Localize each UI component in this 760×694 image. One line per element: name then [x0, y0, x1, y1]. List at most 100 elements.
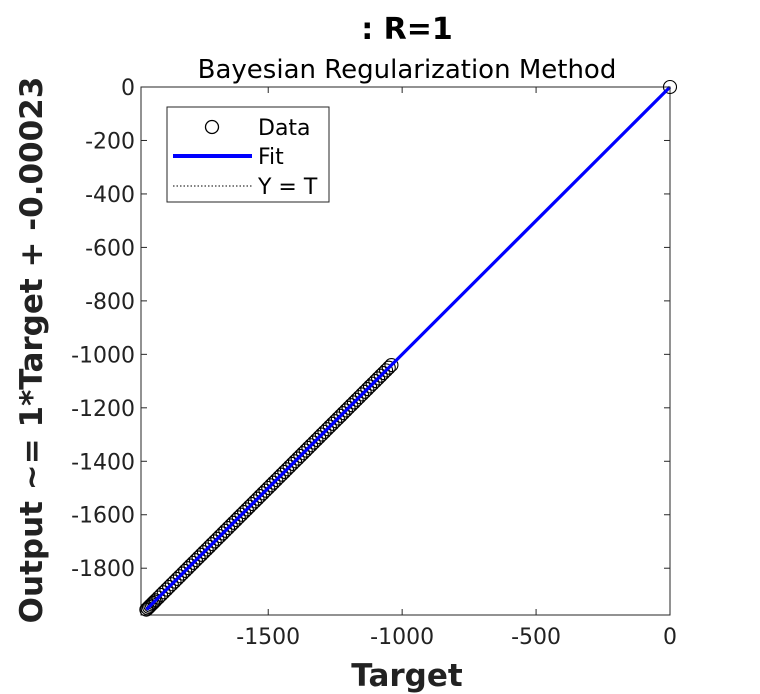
data-point [183, 558, 198, 573]
data-point [178, 563, 193, 578]
chart-title: : R=1 [361, 12, 453, 47]
data-point [384, 357, 399, 373]
data-point [293, 448, 308, 463]
data-point [317, 424, 332, 439]
data-point [186, 555, 201, 570]
data-point [312, 430, 327, 445]
data-point [360, 382, 375, 397]
data-point [290, 451, 305, 466]
data-point [215, 526, 230, 541]
data-point [295, 446, 311, 461]
plot-area: -1500 -1000 -500 0 0 -200 -400 -600 -800 -1000 -12… [71, 76, 678, 650]
y-tick-label: -600 [85, 236, 135, 261]
data-point [250, 491, 265, 506]
data-point [156, 585, 171, 600]
data-point [325, 416, 340, 431]
data-point [180, 561, 195, 576]
data-point [287, 454, 303, 469]
data-point [172, 569, 187, 584]
data-point [370, 371, 386, 386]
data-point [381, 360, 396, 375]
chart-subtitle: Bayesian Regularization Method [198, 55, 617, 85]
data-point [338, 403, 353, 418]
data-point [322, 419, 337, 434]
data-point [304, 438, 319, 453]
data-point [237, 505, 252, 520]
data-point [218, 523, 233, 538]
legend: Data Fit Y = T [166, 106, 330, 203]
data-point [196, 545, 211, 560]
data-point [263, 478, 278, 493]
data-point [170, 571, 185, 586]
data-point [320, 422, 335, 437]
data-point [231, 510, 246, 525]
legend-data-marker [204, 119, 220, 135]
data-point [188, 553, 203, 568]
data-point [282, 459, 297, 474]
data-point [298, 443, 313, 458]
x-tick-label: 0 [663, 625, 677, 650]
x-axis-label: Target [351, 658, 463, 694]
data-point [226, 515, 241, 530]
data-point [344, 398, 359, 413]
y-tick-label: -1600 [71, 504, 135, 529]
x-tick-label: -500 [511, 625, 561, 650]
data-point [336, 406, 351, 421]
data-point [266, 475, 281, 490]
data-point [349, 392, 364, 407]
x-tick-label: -1500 [236, 625, 300, 650]
data-point [379, 363, 394, 378]
data-point [269, 472, 284, 488]
data-point [245, 496, 260, 512]
data-point [191, 550, 206, 565]
data-point [154, 587, 169, 603]
legend-label-fit: Fit [258, 145, 284, 170]
y-tick-label: -1200 [71, 397, 135, 422]
tick-layer: -1500 -1000 -500 0 0 -200 -400 -600 -800 -1000 -12… [71, 76, 677, 650]
data-point [330, 411, 345, 426]
data-point [274, 467, 289, 482]
data-point [314, 427, 329, 442]
data-point [271, 470, 286, 485]
data-point [277, 464, 292, 480]
data-point [146, 595, 161, 611]
data-point [212, 529, 228, 544]
data-point [309, 432, 324, 447]
data-point [151, 590, 166, 605]
data-point [253, 488, 268, 504]
y-tick-label: -1800 [71, 557, 135, 582]
data-point [234, 507, 249, 522]
y-axis-label: Output ~= 1*Target + -0.00023 [14, 77, 50, 624]
data-point [175, 566, 190, 581]
data-point [202, 539, 217, 554]
data-point [376, 366, 391, 381]
y-tick-label: -1400 [71, 450, 135, 475]
data-point [357, 384, 372, 399]
y-tick-label: -1000 [71, 343, 135, 368]
x-tick-label: -1000 [370, 625, 434, 650]
data-point [662, 79, 678, 95]
data-point [210, 531, 225, 546]
legend-label-yt: Y = T [257, 175, 318, 200]
data-point [352, 390, 367, 405]
data-point [255, 486, 270, 501]
y-tick-label: -200 [85, 129, 135, 154]
data-point [354, 387, 370, 402]
y-tick-label: -800 [85, 290, 135, 315]
data-layer [139, 79, 678, 617]
data-point [242, 499, 257, 514]
data-point [247, 494, 262, 509]
data-point [279, 462, 295, 477]
data-point [365, 376, 380, 391]
data-point [159, 582, 174, 597]
data-point [333, 408, 348, 423]
data-point [204, 537, 220, 552]
data-point [167, 574, 182, 589]
data-point [285, 456, 300, 472]
data-point [341, 400, 356, 415]
data-point [223, 518, 238, 533]
data-point [194, 547, 209, 562]
y-tick-label: -400 [85, 183, 135, 208]
data-point [328, 414, 343, 429]
